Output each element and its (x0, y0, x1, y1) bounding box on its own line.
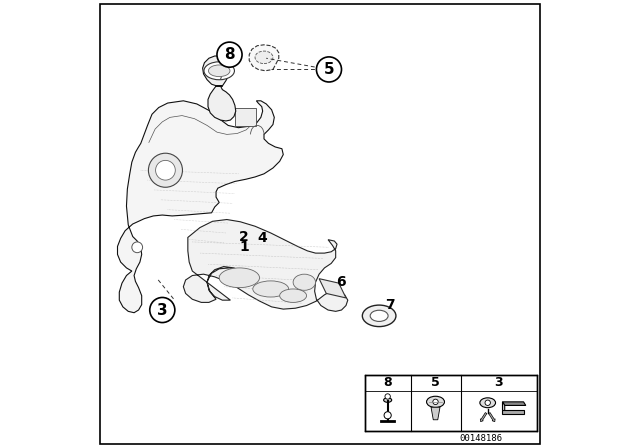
Polygon shape (502, 402, 505, 414)
FancyArrow shape (480, 413, 487, 422)
Polygon shape (431, 407, 440, 420)
Text: 2: 2 (239, 230, 249, 245)
Ellipse shape (219, 268, 260, 288)
Ellipse shape (480, 398, 495, 408)
Ellipse shape (280, 289, 307, 302)
Polygon shape (502, 402, 526, 405)
Circle shape (132, 242, 143, 253)
Circle shape (150, 297, 175, 323)
Ellipse shape (383, 398, 392, 402)
Polygon shape (118, 101, 284, 313)
Circle shape (485, 400, 490, 405)
Text: 3: 3 (157, 302, 168, 318)
Text: 5: 5 (324, 62, 334, 77)
Polygon shape (249, 45, 279, 71)
Ellipse shape (209, 65, 230, 77)
Polygon shape (184, 220, 348, 311)
Ellipse shape (293, 274, 316, 290)
Ellipse shape (426, 396, 444, 408)
Text: 5: 5 (431, 376, 440, 389)
Circle shape (156, 160, 175, 180)
Circle shape (385, 394, 390, 399)
Bar (235, 108, 257, 126)
Circle shape (217, 42, 242, 67)
Text: 8: 8 (224, 47, 235, 62)
Circle shape (433, 399, 438, 405)
FancyArrow shape (488, 413, 495, 422)
Text: 00148186: 00148186 (460, 434, 503, 443)
Polygon shape (502, 410, 524, 414)
Ellipse shape (204, 62, 234, 80)
Ellipse shape (255, 51, 273, 64)
Text: 8: 8 (383, 376, 392, 389)
Text: 4: 4 (258, 231, 268, 246)
Text: 6: 6 (336, 275, 346, 289)
Circle shape (148, 153, 182, 187)
Ellipse shape (362, 305, 396, 327)
Circle shape (384, 412, 391, 419)
Polygon shape (319, 279, 346, 298)
Ellipse shape (253, 281, 289, 297)
Bar (365, 375, 538, 431)
Ellipse shape (370, 310, 388, 322)
Text: 7: 7 (385, 297, 394, 312)
Circle shape (316, 57, 342, 82)
Polygon shape (203, 56, 236, 121)
Text: 3: 3 (495, 376, 503, 389)
Text: 1: 1 (239, 240, 249, 254)
